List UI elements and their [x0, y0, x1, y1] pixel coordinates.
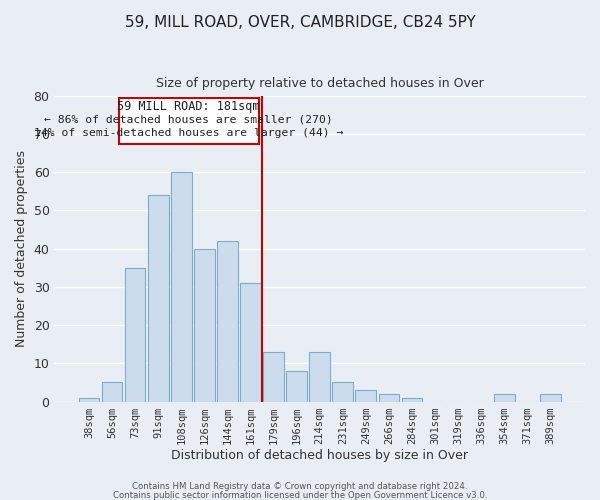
Bar	[355, 390, 376, 402]
Bar	[494, 394, 515, 402]
Bar	[379, 394, 400, 402]
Text: 59, MILL ROAD, OVER, CAMBRIDGE, CB24 5PY: 59, MILL ROAD, OVER, CAMBRIDGE, CB24 5PY	[125, 15, 475, 30]
Bar	[101, 382, 122, 402]
FancyBboxPatch shape	[119, 98, 259, 144]
Text: 59 MILL ROAD: 181sqm: 59 MILL ROAD: 181sqm	[118, 100, 260, 113]
Bar	[194, 248, 215, 402]
Bar	[540, 394, 561, 402]
Bar	[125, 268, 145, 402]
Bar	[217, 241, 238, 402]
Text: ← 86% of detached houses are smaller (270): ← 86% of detached houses are smaller (27…	[44, 114, 333, 124]
Text: 14% of semi-detached houses are larger (44) →: 14% of semi-detached houses are larger (…	[34, 128, 343, 138]
Bar	[310, 352, 330, 402]
Y-axis label: Number of detached properties: Number of detached properties	[15, 150, 28, 347]
Title: Size of property relative to detached houses in Over: Size of property relative to detached ho…	[156, 78, 484, 90]
Text: Contains HM Land Registry data © Crown copyright and database right 2024.: Contains HM Land Registry data © Crown c…	[132, 482, 468, 491]
Bar	[401, 398, 422, 402]
Bar	[286, 371, 307, 402]
Bar	[240, 283, 261, 402]
Bar	[148, 195, 169, 402]
Bar	[332, 382, 353, 402]
X-axis label: Distribution of detached houses by size in Over: Distribution of detached houses by size …	[171, 450, 468, 462]
Text: Contains public sector information licensed under the Open Government Licence v3: Contains public sector information licen…	[113, 490, 487, 500]
Bar	[79, 398, 100, 402]
Bar	[171, 172, 191, 402]
Bar	[263, 352, 284, 402]
